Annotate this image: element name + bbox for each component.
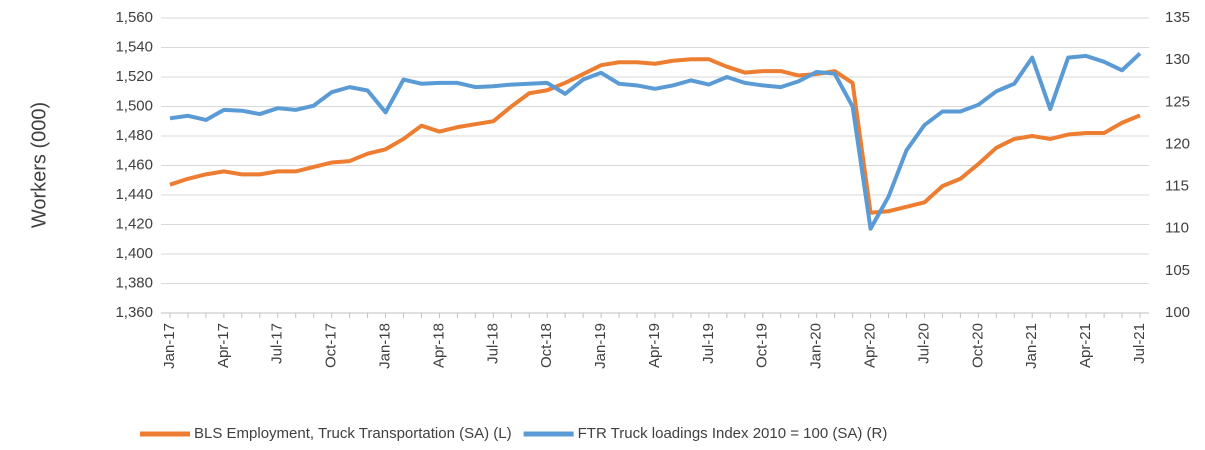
x-tick-label: Jul-19 [700, 323, 717, 364]
x-tick-label: Jul-21 [1131, 323, 1148, 364]
x-tick-label: Jan-20 [808, 323, 825, 369]
y-tick-label: 1,460 [115, 156, 153, 173]
x-tick-label: Apr-18 [430, 323, 447, 368]
y-tick-label: 1,360 [115, 304, 153, 321]
x-tick-label: Oct-19 [754, 323, 771, 368]
x-tick-label: Jul-20 [915, 323, 932, 364]
y2-tick-label: 105 [1165, 262, 1190, 279]
x-tick-label: Jan-21 [1023, 323, 1040, 369]
y-tick-label: 1,420 [115, 215, 153, 232]
y-tick-label: 1,540 [115, 38, 153, 55]
x-tick-label: Jan-19 [592, 323, 609, 369]
y2-tick-label: 125 [1165, 93, 1190, 110]
y2-tick-label: 110 [1165, 220, 1189, 237]
x-tick-label: Apr-17 [215, 323, 232, 368]
y-tick-label: 1,440 [115, 186, 153, 203]
y-tick-label: 1,480 [115, 127, 153, 144]
x-tick-label: Oct-20 [969, 323, 986, 368]
y-tick-label: 1,520 [115, 68, 153, 85]
x-tick-label: Apr-19 [646, 323, 663, 368]
y2-tick-label: 100 [1165, 304, 1190, 321]
x-tick-label: Jan-18 [377, 323, 394, 369]
y2-tick-label: 135 [1165, 9, 1190, 26]
x-tick-label: Apr-20 [862, 323, 879, 368]
y-axis-label: Workers (000) [28, 102, 50, 228]
x-tick-label: Jul-18 [484, 323, 501, 364]
y-tick-label: 1,500 [115, 97, 153, 114]
x-tick-label: Jan-17 [161, 323, 178, 369]
x-tick-label: Oct-17 [323, 323, 340, 368]
x-tick-label: Oct-18 [538, 323, 555, 368]
y2-tick-label: 115 [1165, 178, 1189, 195]
y-tick-label: 1,560 [115, 9, 153, 26]
y2-tick-label: 130 [1165, 51, 1190, 68]
legend-label: FTR Truck loadings Index 2010 = 100 (SA)… [578, 425, 888, 442]
y2-tick-label: 120 [1165, 135, 1190, 152]
series-line [169, 51, 1142, 231]
legend-label: BLS Employment, Truck Transportation (SA… [194, 425, 512, 442]
y-tick-label: 1,380 [115, 274, 153, 291]
series-line [169, 57, 1141, 215]
y-tick-label: 1,400 [115, 245, 153, 262]
x-tick-label: Apr-21 [1077, 323, 1094, 368]
x-tick-label: Jul-17 [269, 323, 286, 364]
